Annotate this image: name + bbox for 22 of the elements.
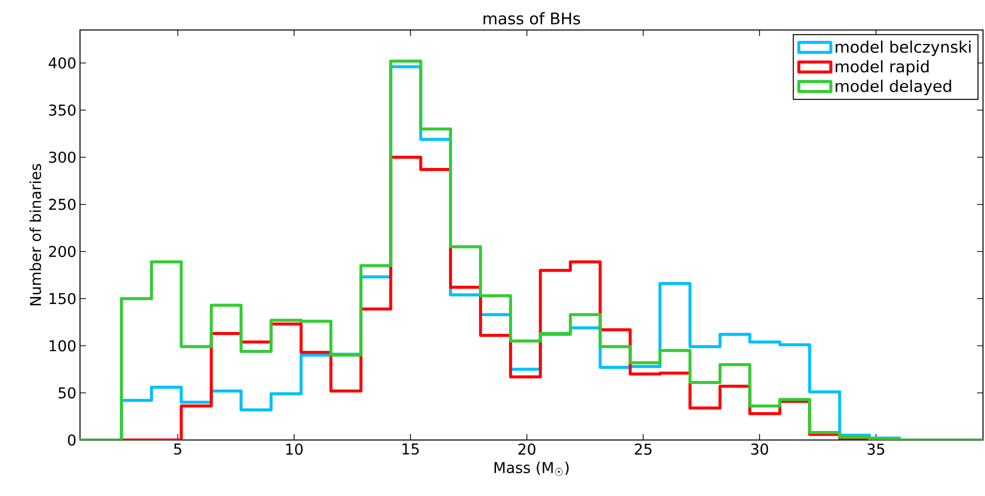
- y-tick-label: 250: [49, 198, 76, 210]
- y-tick-label: 350: [49, 104, 76, 116]
- x-tick-label: 10: [286, 444, 303, 455]
- y-tick-label: 300: [49, 152, 76, 163]
- legend-label: model belczynski: [836, 40, 971, 56]
- y-tick-label: 400: [48, 57, 76, 69]
- x-tick-label: 20: [518, 444, 536, 455]
- x-tick-label: 5: [174, 444, 182, 455]
- legend-label: model delayed: [836, 80, 952, 96]
- x-axis-title: Mass (M$_{☉}$): [494, 462, 569, 476]
- y-tick-label: 50: [58, 387, 76, 399]
- y-tick-label: 0: [68, 434, 76, 446]
- x-tick-label: 25: [634, 444, 652, 455]
- legend-label: model rapid: [836, 60, 929, 76]
- y-tick-label: 100: [50, 340, 76, 352]
- y-tick-label: 150: [50, 292, 76, 304]
- y-axis-title: Number of binaries: [30, 164, 42, 306]
- chart-title: mass of BHs: [484, 12, 580, 24]
- y-tick-label: 200: [49, 246, 76, 258]
- x-tick-label: 35: [868, 444, 884, 455]
- x-tick-label: 15: [402, 444, 419, 455]
- x-tick-label: 30: [751, 444, 768, 455]
